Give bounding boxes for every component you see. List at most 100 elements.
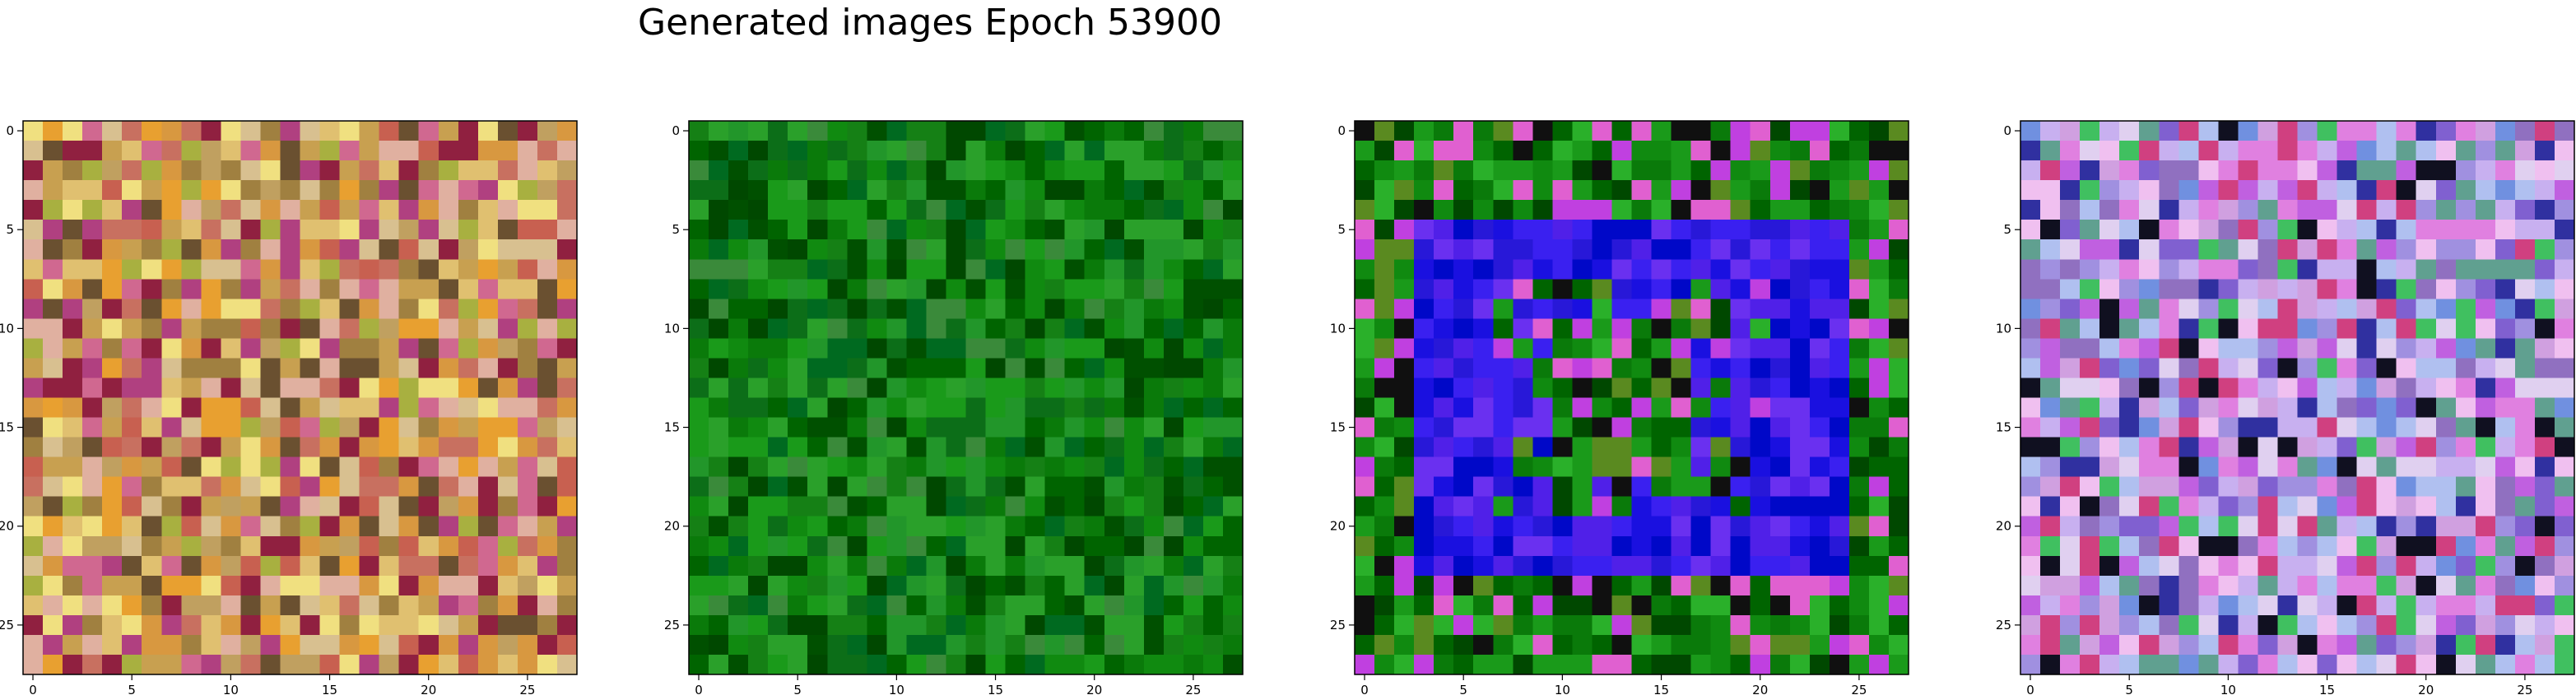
pixel [1355, 121, 1375, 141]
pixel [2257, 378, 2279, 399]
pixel [2040, 496, 2061, 517]
pixel [201, 259, 221, 280]
pixel [379, 378, 400, 399]
pixel [2554, 575, 2575, 596]
pixel [1374, 456, 1395, 478]
pixel [1104, 496, 1125, 517]
pixel [1651, 180, 1672, 201]
x-tick-label: 0 [1360, 683, 1369, 695]
pixel [1611, 378, 1633, 399]
pixel [438, 397, 459, 419]
pixel [2238, 595, 2259, 616]
pixel [1222, 299, 1244, 319]
pixel [2475, 476, 2496, 498]
pixel [847, 220, 867, 240]
y-tick-label: 25 [664, 618, 680, 632]
pixel [1044, 200, 1066, 220]
pixel [477, 516, 499, 537]
pixel [2396, 456, 2417, 478]
pixel [1552, 259, 1573, 280]
pixel [728, 555, 749, 577]
pixel [1888, 318, 1909, 339]
pixel [1789, 417, 1811, 438]
pixel [398, 180, 420, 201]
pixel [2277, 535, 2299, 557]
pixel [2139, 634, 2160, 656]
pixel [1005, 634, 1026, 656]
pixel [2020, 535, 2041, 557]
pixel [2080, 279, 2100, 299]
pixel [221, 220, 241, 240]
pixel [1414, 220, 1434, 240]
pixel [1671, 634, 1692, 656]
pixel [1809, 476, 1830, 498]
pixel [709, 378, 729, 399]
pixel [1453, 654, 1474, 675]
pixel [886, 397, 907, 419]
pixel [2495, 358, 2516, 379]
pixel [847, 437, 867, 458]
pixel [2159, 476, 2179, 498]
pixel [1202, 437, 1224, 458]
pixel [1434, 160, 1454, 181]
pixel [1592, 239, 1613, 260]
pixel [2317, 634, 2338, 656]
pixel [847, 338, 867, 359]
pixel [477, 141, 499, 161]
pixel [807, 239, 828, 260]
pixel [689, 516, 709, 537]
pixel [2218, 634, 2239, 656]
pixel [926, 160, 947, 181]
pixel [1473, 614, 1494, 636]
pixel [847, 555, 867, 577]
pixel [1394, 200, 1415, 220]
pixel [2416, 200, 2437, 220]
pixel [142, 595, 162, 616]
pixel [906, 476, 928, 498]
pixel [517, 141, 538, 161]
pixel [2554, 141, 2575, 161]
pixel [1592, 200, 1613, 220]
pixel [1532, 299, 1553, 319]
pixel [2277, 555, 2299, 577]
pixel [379, 535, 400, 557]
pixel [1005, 614, 1026, 636]
pixel [2040, 160, 2061, 181]
pixel [1123, 595, 1145, 616]
pixel [1222, 555, 1244, 577]
pixel [319, 417, 341, 438]
pixel [1631, 575, 1653, 596]
pixel [477, 456, 499, 478]
pixel [2475, 200, 2496, 220]
pixel [1025, 338, 1046, 359]
pixel [1592, 437, 1613, 458]
pixel [2139, 595, 2160, 616]
pixel [1572, 634, 1593, 656]
pixel [827, 614, 848, 636]
pixel [827, 476, 848, 498]
pixel [728, 476, 749, 498]
pixel [748, 654, 769, 675]
pixel [1163, 555, 1184, 577]
pixel [2534, 160, 2555, 181]
pixel [477, 575, 499, 596]
pixel [1789, 239, 1811, 260]
pixel [1143, 397, 1165, 419]
pixel [689, 378, 709, 399]
pixel [2416, 378, 2437, 399]
pixel [1572, 535, 1593, 557]
pixel [768, 239, 788, 260]
pixel [2277, 614, 2299, 636]
pixel [926, 200, 947, 220]
pixel [1473, 338, 1494, 359]
pixel [1163, 496, 1184, 517]
pixel [2159, 634, 2179, 656]
pixel [418, 338, 439, 359]
pixel [1789, 259, 1811, 280]
pixel [2514, 456, 2536, 478]
pixel [1789, 476, 1811, 498]
pixel [1690, 654, 1712, 675]
pixel [728, 259, 749, 280]
pixel [1631, 378, 1653, 399]
pixel [2554, 476, 2575, 498]
